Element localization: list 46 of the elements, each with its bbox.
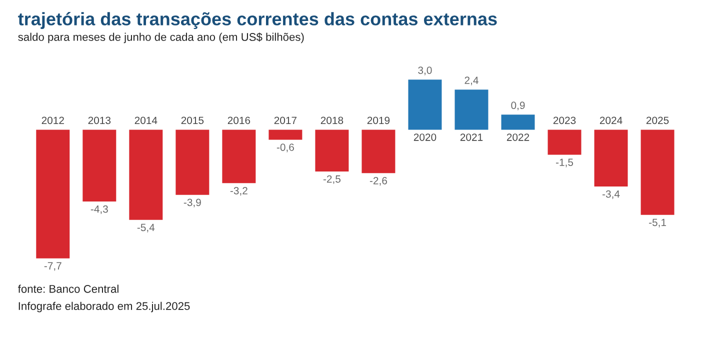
x-tick-label: 2018 (320, 116, 344, 124)
bar (222, 130, 256, 184)
data-label: -5,1 (649, 218, 666, 228)
bar (176, 130, 210, 195)
chart-subtitle: saldo para meses de junho de cada ano (em US$ bilhões) (18, 32, 304, 44)
bar (501, 114, 535, 130)
x-tick-label: 2013 (88, 116, 111, 124)
text: Infografe elaborado em 25.jul.2025 (18, 302, 190, 312)
bar (129, 130, 163, 220)
source-note: fonte: Banco Central (18, 284, 118, 293)
x-tick-label: 2021 (460, 134, 483, 141)
data-label: -4,3 (90, 205, 108, 214)
data-label: -3,9 (184, 198, 201, 208)
data-label: 3,0 (418, 66, 432, 76)
bar (594, 130, 628, 186)
bar (82, 130, 116, 202)
x-tick-label: 2015 (181, 116, 204, 124)
data-label: 2,4 (464, 76, 478, 86)
x-tick-label: 2016 (228, 116, 250, 124)
data-label: 0,9 (511, 102, 525, 110)
bar (408, 80, 442, 130)
data-label: -3,4 (602, 190, 620, 199)
data-label: -3,2 (230, 187, 248, 196)
data-label: -5,4 (137, 224, 155, 232)
x-tick-label: 2012 (42, 116, 64, 124)
x-tick-label: 2020 (414, 134, 436, 141)
bar (362, 130, 396, 174)
x-tick-label: 2022 (506, 134, 530, 141)
x-tick-label: 2019 (367, 116, 390, 124)
x-tick-label: 2023 (553, 116, 576, 124)
x-tick-label: 2024 (600, 116, 622, 124)
bar (548, 130, 582, 155)
chart-title: trajetória das transações correntes das contas externas (18, 12, 497, 29)
data-label: -2,6 (370, 176, 387, 186)
data-label: -1,5 (556, 158, 574, 168)
bar (640, 130, 674, 215)
data-label: -2,5 (323, 175, 340, 184)
x-tick-label: 2017 (274, 116, 297, 124)
data-label: -7,7 (44, 262, 62, 271)
bar (454, 90, 488, 130)
x-tick-label: 2014 (134, 116, 158, 124)
bar (268, 130, 302, 140)
bar (36, 130, 70, 258)
x-tick-label: 2025 (646, 116, 669, 124)
data-label: -0,6 (276, 144, 294, 152)
bar (315, 130, 349, 172)
